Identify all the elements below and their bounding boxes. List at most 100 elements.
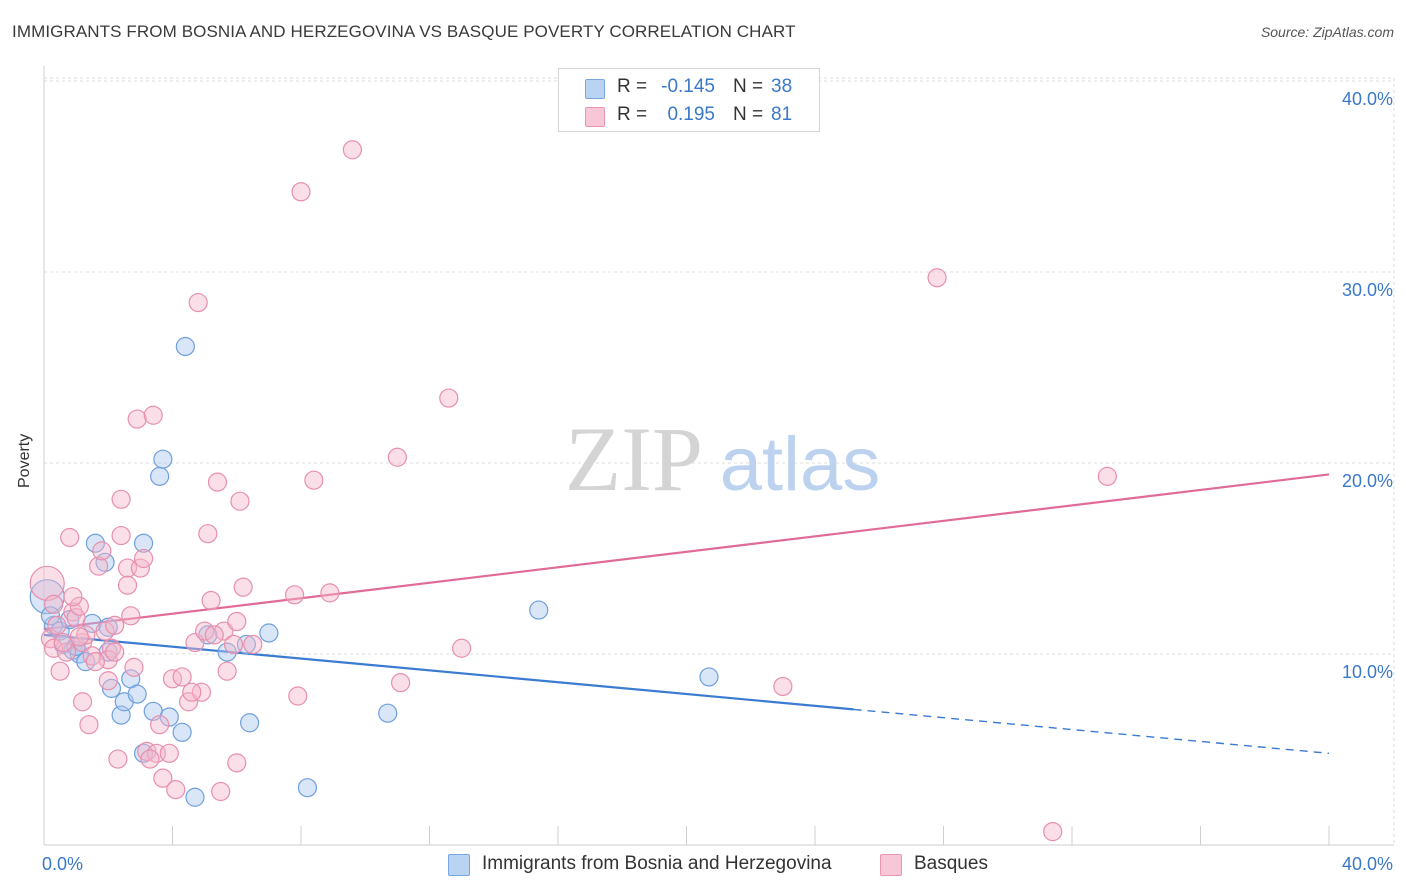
basques-point (387, 447, 407, 467)
basques-point (439, 388, 459, 408)
basques-point (304, 470, 324, 490)
basques-point (320, 583, 340, 603)
basques-point (140, 749, 160, 769)
basques-point (121, 606, 141, 626)
axes (43, 66, 1394, 846)
y-tick-label: 40.0% (1342, 89, 1393, 109)
basques-point (44, 594, 64, 614)
basques-point (53, 632, 73, 653)
bosnia-point (378, 703, 398, 723)
basques-point (47, 615, 67, 635)
y-axis-label: Poverty (16, 433, 33, 488)
basques-point (105, 642, 125, 662)
basques-point (1043, 822, 1063, 842)
basques-point (66, 608, 86, 628)
legend-r-value: 0.195 (667, 104, 715, 125)
trend-lines (43, 473, 1330, 755)
basques-point (159, 743, 179, 763)
bosnia-point (85, 533, 106, 553)
basques-point (133, 548, 154, 569)
basques-point (29, 565, 65, 601)
basques-point (1097, 466, 1117, 486)
legend-n-label: N = (733, 76, 764, 97)
basques-point (111, 525, 131, 546)
basques-point (201, 590, 221, 611)
basques-point (291, 182, 311, 202)
basques-point (211, 781, 231, 802)
basques-point (452, 638, 472, 658)
bosnia-point (529, 600, 549, 620)
bosnia-point (150, 466, 170, 486)
source-label: Source: ZipAtlas.com (1260, 24, 1394, 40)
basques-point (63, 587, 83, 607)
basques-point (111, 489, 131, 509)
bosnia-point (133, 533, 154, 553)
bosnia-point (40, 606, 61, 626)
basques-point (284, 585, 305, 605)
basques-point (108, 749, 128, 769)
bosnia-point (297, 778, 318, 798)
basques-point (342, 140, 362, 160)
bosnia-point (217, 642, 237, 662)
x-tick-label: 0.0% (42, 854, 83, 874)
bosnia-point (240, 713, 260, 733)
basques-point (82, 646, 102, 666)
basques-point (166, 780, 186, 800)
bottom-legend-label: Immigrants from Bosnia and Herzegovina (482, 853, 832, 874)
basques-point (288, 686, 308, 706)
basques-trend-line (43, 473, 1330, 631)
basques-point (79, 715, 99, 735)
y-tick-label: 10.0% (1342, 662, 1393, 682)
basques-point (72, 692, 93, 712)
bosnia-point (127, 684, 147, 704)
legend-n-label: N = (733, 104, 764, 125)
grid-lines (44, 77, 1395, 845)
basques-point (89, 556, 109, 576)
legend-r-label: R = (617, 104, 648, 125)
legend-swatch-pink (585, 107, 605, 127)
correlation-legend: R = -0.145 N = 38 R = 0.195 N = 81 (558, 68, 820, 132)
y-tick-label: 30.0% (1342, 280, 1393, 300)
bosnia-point (175, 336, 195, 357)
basques-point (207, 472, 228, 492)
chart-title: IMMIGRANTS FROM BOSNIA AND HERZEGOVINA V… (12, 22, 796, 41)
basques-point (95, 621, 115, 641)
bosnia-point (699, 667, 719, 687)
basques-point (44, 638, 64, 658)
basques-point (143, 405, 163, 425)
legend-swatch-blue (585, 79, 605, 99)
basques-point (117, 575, 138, 595)
y-tick-label: 20.0% (1342, 471, 1393, 491)
tick-labels: 10.0% 20.0% 30.0% 40.0% 0.0% 40.0% (42, 89, 1393, 874)
legend-r-value: -0.145 (661, 76, 715, 97)
basques-point (60, 527, 80, 548)
basques-point (223, 634, 244, 655)
basques-point (162, 669, 183, 689)
basques-point (191, 682, 212, 702)
bottom-legend-swatch-pink (880, 854, 902, 876)
bosnia-point (259, 623, 279, 643)
x-tick-label: 40.0% (1342, 854, 1393, 874)
watermark-atlas: atlas (720, 422, 881, 507)
legend-row-basques: R = 0.195 N = 81 (559, 101, 819, 129)
basques-point (172, 667, 192, 687)
basques-point (50, 661, 70, 681)
bottom-legend-label: Basques (914, 853, 988, 874)
basques-point (927, 268, 947, 288)
basques-point (227, 753, 247, 773)
legend-row-bosnia: R = -0.145 N = 38 (559, 73, 819, 101)
basques-point (182, 682, 202, 702)
basques-point (198, 524, 218, 544)
basques-point (69, 596, 89, 616)
basques-point (233, 577, 253, 597)
watermark-zip: ZIP (565, 408, 703, 510)
legend-n-value: 81 (771, 104, 793, 125)
bosnia-point (153, 449, 173, 469)
basques-point (195, 621, 215, 641)
legend-n-value: 38 (771, 76, 793, 97)
basques-point (150, 715, 170, 735)
legend-r-label: R = (617, 76, 648, 97)
basques-point (217, 661, 237, 681)
bosnia-point (159, 707, 179, 727)
